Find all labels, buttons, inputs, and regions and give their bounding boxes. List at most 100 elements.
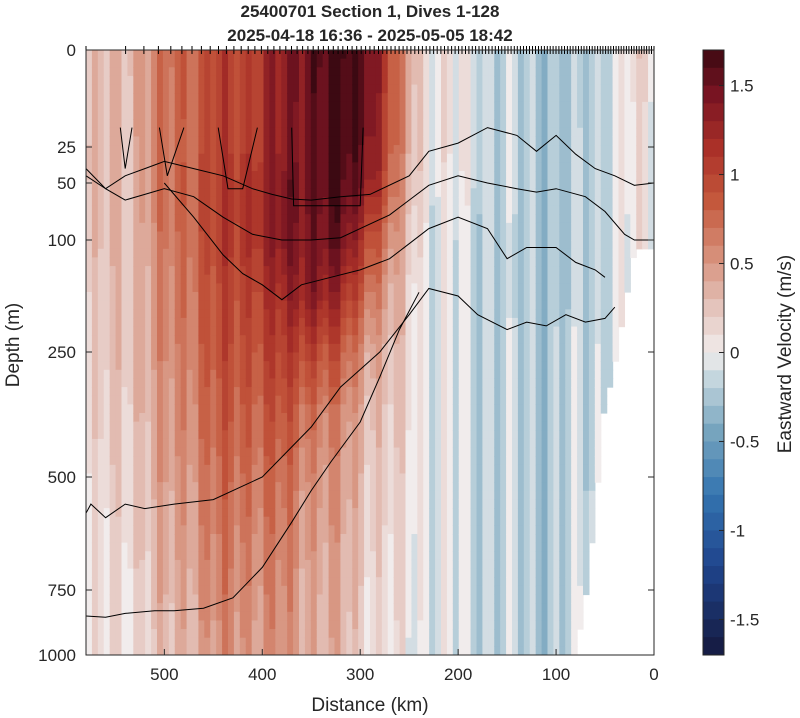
heatmap-cell xyxy=(464,188,472,198)
heatmap-cell xyxy=(464,171,472,181)
heatmap-cell xyxy=(322,611,330,622)
heatmap-cell xyxy=(358,577,365,587)
heatmap-cell xyxy=(287,300,294,310)
heatmap-cell xyxy=(157,309,164,319)
heatmap-cell xyxy=(97,542,105,552)
heatmap-cell xyxy=(151,101,158,112)
heatmap-cell xyxy=(216,179,223,189)
heatmap-cell xyxy=(151,499,158,509)
heatmap-cell xyxy=(287,473,294,483)
heatmap-cell xyxy=(441,559,448,570)
heatmap-cell xyxy=(381,482,389,492)
heatmap-cell xyxy=(263,292,271,302)
heatmap-cell xyxy=(441,447,448,457)
heatmap-cell xyxy=(198,430,205,440)
heatmap-cell xyxy=(293,551,300,561)
heatmap-cell xyxy=(257,361,265,371)
heatmap-cell xyxy=(452,196,460,207)
heatmap-cell xyxy=(251,525,259,535)
heatmap-cell xyxy=(97,447,105,457)
heatmap-cell xyxy=(411,240,418,250)
heatmap-cell xyxy=(435,620,442,630)
heatmap-cell xyxy=(482,300,489,310)
heatmap-cell xyxy=(139,611,146,622)
heatmap-cell xyxy=(387,119,395,129)
heatmap-cell xyxy=(423,395,430,405)
heatmap-cell xyxy=(86,594,93,604)
heatmap-cell xyxy=(399,136,407,146)
heatmap-cell xyxy=(482,369,489,380)
heatmap-cell xyxy=(458,317,466,328)
heatmap-cell xyxy=(139,214,146,224)
heatmap-cell xyxy=(133,629,140,639)
heatmap-cell xyxy=(198,629,205,639)
heatmap-cell xyxy=(370,196,377,207)
heatmap-cell xyxy=(488,473,495,483)
heatmap-cell xyxy=(423,421,430,431)
heatmap-cell xyxy=(399,542,407,552)
heatmap-cell xyxy=(109,110,117,120)
heatmap-cell xyxy=(86,136,93,146)
heatmap-cell xyxy=(405,179,413,189)
heatmap-cell xyxy=(464,179,472,189)
heatmap-cell xyxy=(168,171,176,181)
heatmap-cell xyxy=(399,482,407,492)
heatmap-cell xyxy=(186,50,194,60)
heatmap-cell xyxy=(162,508,170,518)
heatmap-cell xyxy=(127,525,134,535)
heatmap-cell xyxy=(186,179,194,189)
heatmap-cell xyxy=(476,145,484,155)
heatmap-cell xyxy=(429,473,436,483)
heatmap-cell xyxy=(435,456,442,466)
heatmap-cell xyxy=(435,482,442,492)
heatmap-cell xyxy=(115,266,123,276)
heatmap-cell xyxy=(192,594,200,604)
heatmap-cell xyxy=(441,361,448,371)
heatmap-cell xyxy=(109,352,117,362)
heatmap-cell xyxy=(168,274,176,284)
heatmap-cell xyxy=(269,300,276,310)
heatmap-cell xyxy=(145,67,152,77)
heatmap-cell xyxy=(346,50,353,60)
heatmap-cell xyxy=(358,413,365,423)
heatmap-cell xyxy=(316,248,324,259)
heatmap-cell xyxy=(488,508,495,518)
heatmap-cell xyxy=(334,257,342,267)
heatmap-cell xyxy=(464,646,472,655)
heatmap-cell xyxy=(245,153,253,163)
heatmap-cell xyxy=(97,603,105,613)
heatmap-cell xyxy=(322,369,330,380)
heatmap-cell xyxy=(133,75,140,86)
heatmap-cell xyxy=(446,179,454,189)
heatmap-cell xyxy=(435,153,442,163)
heatmap-cell xyxy=(287,413,294,423)
heatmap-cell xyxy=(192,283,200,293)
heatmap-cell xyxy=(269,611,276,622)
heatmap-cell xyxy=(370,413,377,423)
heatmap-cell xyxy=(91,205,99,215)
heatmap-cell xyxy=(157,456,164,466)
heatmap-cell xyxy=(127,188,134,198)
heatmap-cell xyxy=(97,413,105,423)
heatmap-cell xyxy=(435,637,442,647)
heatmap-cell xyxy=(86,551,93,561)
heatmap-cell xyxy=(162,421,170,431)
heatmap-cell xyxy=(482,421,489,431)
heatmap-cell xyxy=(340,542,347,552)
heatmap-cell xyxy=(222,551,229,561)
heatmap-cell xyxy=(399,499,407,509)
heatmap-cell xyxy=(364,421,371,431)
heatmap-cell xyxy=(186,525,194,535)
heatmap-cell xyxy=(429,369,436,380)
heatmap-cell xyxy=(387,343,395,354)
heatmap-cell xyxy=(411,136,418,146)
heatmap-cell xyxy=(322,361,330,371)
heatmap-cell xyxy=(399,93,407,103)
heatmap-cell xyxy=(441,611,448,622)
heatmap-cell xyxy=(452,136,460,146)
heatmap-cell xyxy=(399,292,407,302)
heatmap-cell xyxy=(470,361,478,371)
heatmap-cell xyxy=(310,464,318,475)
heatmap-cell xyxy=(417,231,424,241)
heatmap-cell xyxy=(145,93,152,103)
